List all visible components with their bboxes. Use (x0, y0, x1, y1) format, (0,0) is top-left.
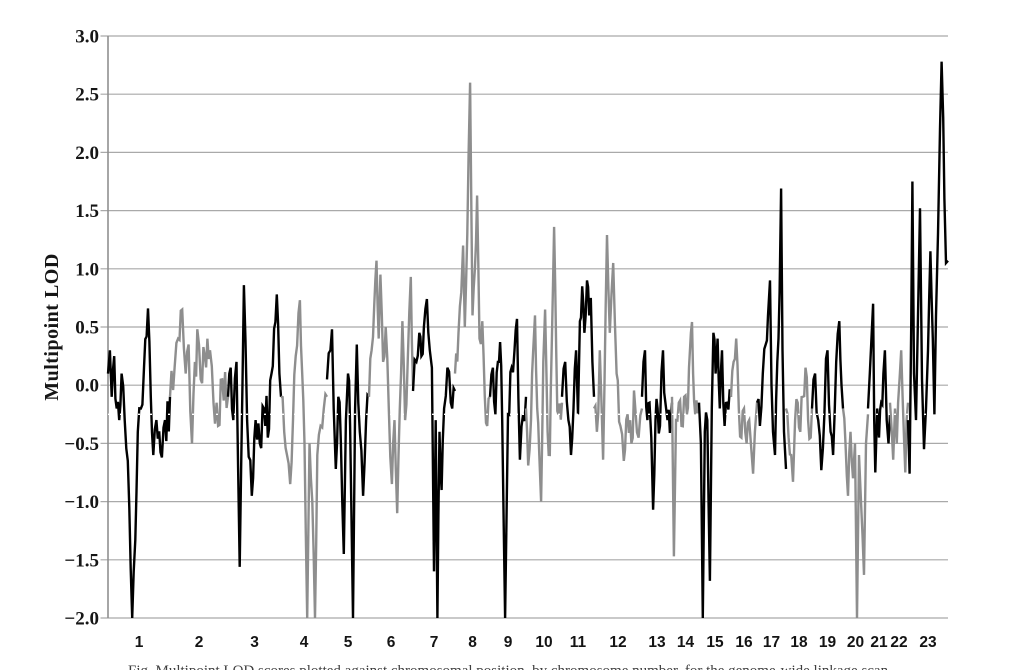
chromosome-22-trace (888, 350, 910, 473)
y-tick-label: −2.0 (64, 609, 99, 630)
chromosome-19-trace (810, 321, 845, 471)
y-tick-label: 3.0 (75, 27, 99, 48)
chromosome-12-label: 12 (609, 634, 626, 651)
chromosome-11-trace (560, 280, 596, 456)
chromosome-15-trace (697, 332, 733, 619)
chromosome-13-label: 13 (648, 634, 666, 651)
chromosome-13-trace (640, 350, 674, 510)
chromosome-15-label: 15 (706, 634, 724, 651)
chromosome-6-label: 6 (387, 634, 396, 651)
y-axis-title: Multipoint LOD (41, 253, 63, 401)
figure-caption-clipped: Fig. Multipoint LOD scores plotted again… (128, 663, 973, 670)
chromosome-21-label: 21 (870, 634, 888, 651)
chromosome-22-label: 22 (890, 634, 907, 651)
y-tick-label: 0.0 (75, 376, 99, 397)
chromosome-12-trace (592, 234, 644, 462)
chromosome-21-trace (866, 303, 892, 473)
chromosome-17-label: 17 (763, 634, 780, 651)
chromosome-16-label: 16 (735, 634, 753, 651)
chromosome-23-label: 23 (919, 634, 937, 651)
y-tick-label: 0.5 (75, 318, 99, 339)
x-tick-labels: 1 2 3 4 5 6 7 8 9 10 11 12 13 14 15 16 17 18 19 20 21 22 23 (135, 634, 937, 651)
gridlines (100, 35, 948, 619)
chromosome-10-trace (524, 226, 564, 502)
chromosome-11-label: 11 (570, 634, 587, 651)
chromosome-23-trace (906, 61, 949, 474)
chromosome-8-trace (453, 82, 491, 427)
chromosome-2-trace (168, 306, 230, 444)
lod-traces (106, 61, 949, 619)
chromosome-16-trace (729, 338, 759, 474)
chromosome-18-trace (784, 367, 814, 482)
chromosome-9-trace (488, 318, 528, 619)
chromosome-9-label: 9 (504, 634, 513, 651)
chromosome-6-trace (367, 260, 415, 514)
chromosome-4-label: 4 (300, 634, 309, 651)
chromosome-1-trace (106, 308, 172, 619)
chromosome-3-trace (226, 285, 283, 567)
y-tick-label: −1.5 (64, 550, 99, 571)
chromosome-5-trace (325, 329, 370, 619)
chromosome-3-label: 3 (250, 634, 259, 651)
chromosome-20-label: 20 (847, 634, 864, 651)
chromosome-7-trace (411, 298, 457, 619)
y-tick-labels: 3.0 2.5 2.0 1.5 1.0 0.5 0.0 −0.5 −1.0 −1.5 −2.0 (64, 27, 99, 630)
y-tick-label: −1.0 (64, 492, 99, 513)
chromosome-19-label: 19 (819, 634, 837, 651)
chromosome-8-label: 8 (468, 634, 477, 651)
y-tick-label: −0.5 (64, 434, 99, 455)
chromosome-5-label: 5 (344, 634, 353, 651)
chromosome-18-label: 18 (790, 634, 808, 651)
y-tick-label: 1.0 (75, 259, 99, 280)
y-tick-label: 2.5 (75, 85, 99, 106)
chromosome-2-label: 2 (195, 634, 204, 651)
chromosome-7-label: 7 (430, 634, 439, 651)
chromosome-14-label: 14 (677, 634, 695, 651)
y-tick-label: 2.0 (75, 143, 99, 164)
chromosome-17-trace (755, 188, 788, 470)
chromosome-14-trace (670, 321, 701, 557)
chromosome-10-label: 10 (535, 634, 552, 651)
chromosome-4-trace (280, 300, 329, 619)
y-tick-label: 1.5 (75, 201, 99, 222)
chromosome-1-label: 1 (135, 634, 144, 651)
chromosome-20-trace (841, 408, 870, 619)
